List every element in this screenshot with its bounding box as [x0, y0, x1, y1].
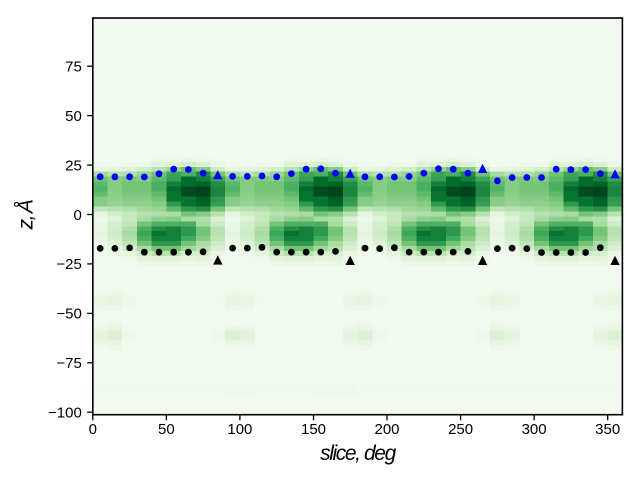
svg-text:350: 350	[595, 421, 620, 438]
svg-text:0: 0	[89, 421, 97, 438]
svg-text:50: 50	[158, 421, 175, 438]
svg-text:100: 100	[227, 421, 252, 438]
svg-text:−100: −100	[48, 405, 82, 422]
svg-text:25: 25	[65, 157, 82, 174]
svg-text:200: 200	[374, 421, 399, 438]
svg-text:0: 0	[73, 207, 81, 224]
svg-text:250: 250	[448, 421, 473, 438]
svg-text:slice, deg: slice, deg	[320, 442, 396, 465]
svg-text:−75: −75	[56, 355, 81, 372]
svg-text:−25: −25	[56, 256, 81, 273]
svg-text:75: 75	[65, 59, 82, 76]
svg-text:−50: −50	[56, 306, 81, 323]
svg-text:150: 150	[301, 421, 326, 438]
svg-text:z, Å: z, Å	[15, 200, 38, 230]
svg-text:300: 300	[522, 421, 547, 438]
svg-text:50: 50	[65, 108, 82, 125]
